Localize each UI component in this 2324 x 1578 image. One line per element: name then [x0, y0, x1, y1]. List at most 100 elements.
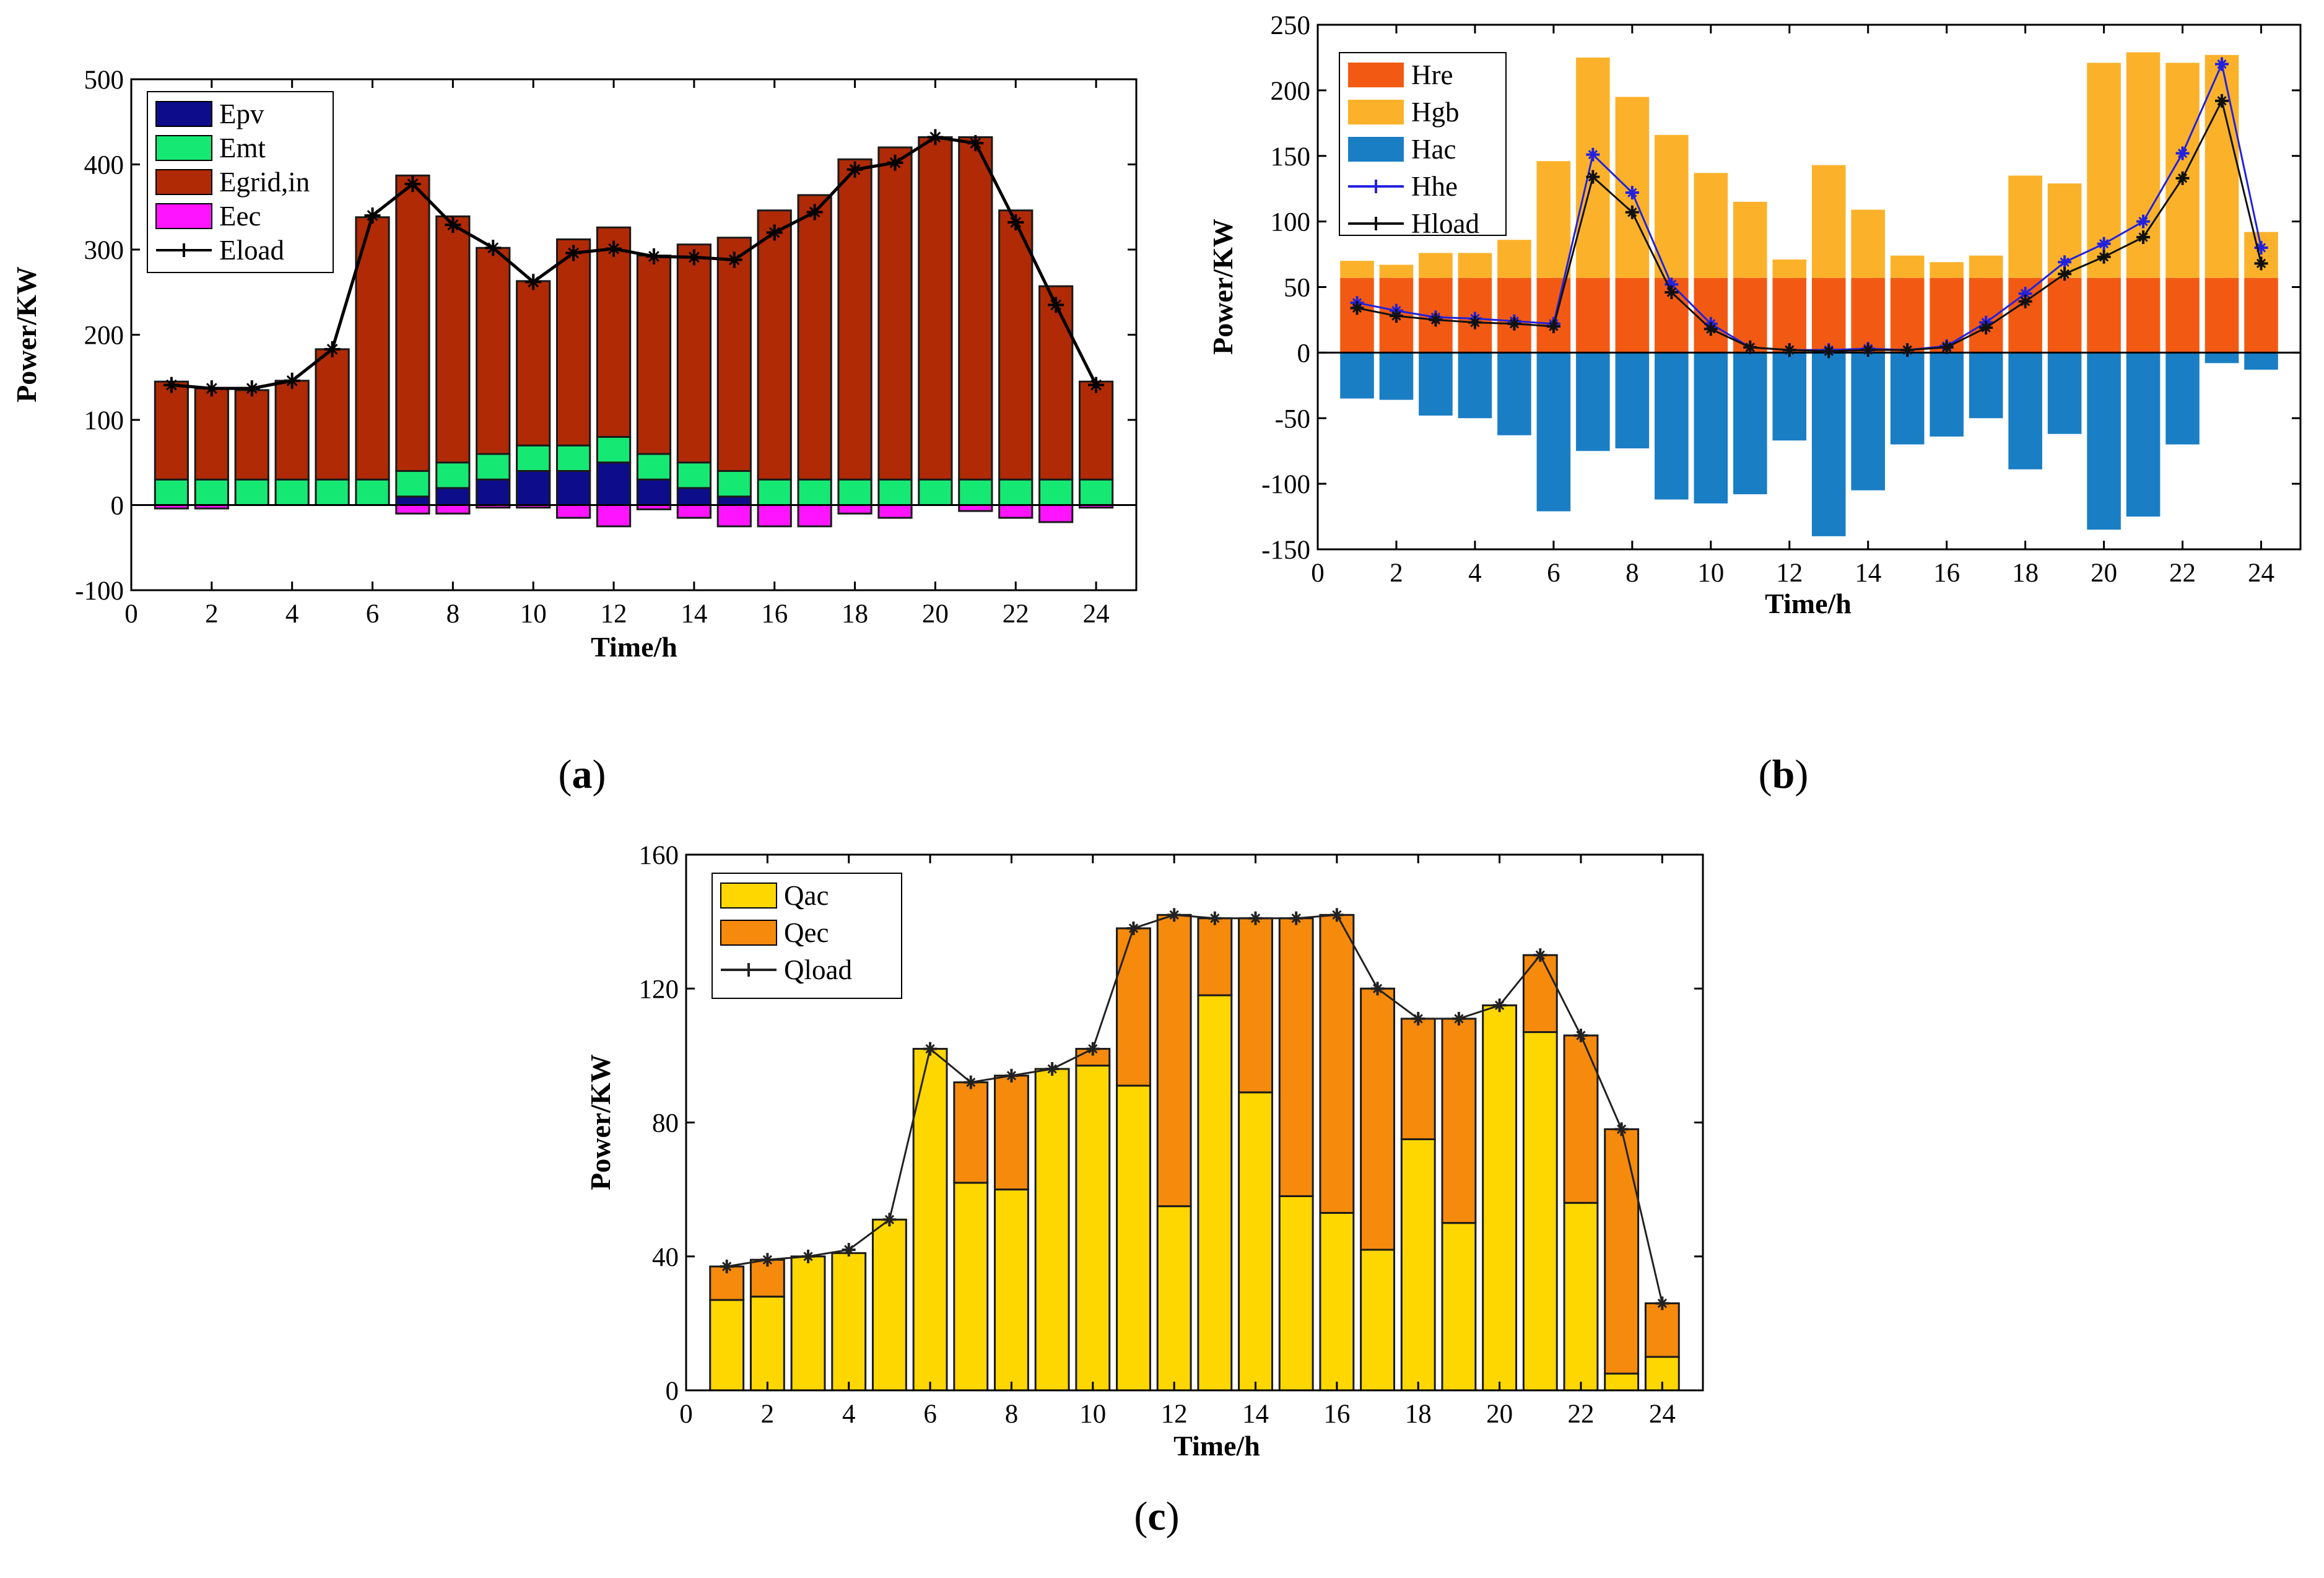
legend-label-qec: Qec — [784, 917, 829, 948]
bar-egrid-in-17 — [797, 194, 832, 481]
line-qload — [720, 908, 1669, 1310]
x-tick-label: 12 — [1776, 559, 1803, 588]
bar-eec-16 — [757, 504, 792, 528]
x-tick-label: 8 — [1625, 559, 1639, 588]
bar-egrid-in-15 — [716, 237, 752, 472]
marker-qload-5 — [882, 1213, 897, 1227]
marker-stroke — [1332, 910, 1342, 920]
bar-hre-24 — [2244, 277, 2278, 353]
bar-eec-19 — [877, 504, 913, 519]
marker-eload-10 — [525, 274, 542, 290]
line-eload — [163, 129, 1105, 397]
bar-eec-15 — [716, 504, 752, 528]
marker-qload-9 — [1045, 1062, 1060, 1076]
marker-eload-9 — [485, 240, 502, 256]
marker-eload-8 — [445, 217, 461, 233]
x-axis-label: Time/h — [1173, 1430, 1260, 1462]
marker-stroke — [2099, 252, 2109, 262]
legend-swatch-emt — [155, 135, 212, 161]
y-tick-label: 200 — [1271, 77, 1311, 106]
y-tick-label: 0 — [111, 492, 124, 521]
y-tick-label: 250 — [1271, 11, 1311, 40]
marker-stroke — [925, 1044, 935, 1054]
bar-egrid-in-3 — [234, 389, 269, 481]
x-tick-label: 8 — [446, 599, 460, 629]
x-tick-label: 0 — [124, 599, 138, 629]
bar-epv-14 — [676, 487, 712, 506]
bar-hgb-17 — [1969, 255, 2003, 278]
bar-eec-11 — [556, 504, 591, 519]
bar-epv-11 — [556, 470, 591, 506]
marker-eload-22 — [1008, 214, 1024, 230]
bar-epv-7 — [395, 495, 430, 506]
legend-swatch-qec — [720, 920, 777, 946]
marker-hload-2 — [1389, 309, 1403, 323]
bar-egrid-in-19 — [877, 146, 913, 481]
x-tick-label: 14 — [1242, 1400, 1269, 1429]
bar-hre-6 — [1536, 277, 1571, 353]
bar-egrid-in-1 — [154, 380, 189, 481]
marker-stroke — [1785, 345, 1795, 355]
marker-stroke — [1372, 983, 1383, 993]
marker-qload-17 — [1370, 982, 1385, 996]
bar-hgb-13 — [1811, 165, 1846, 278]
bar-egrid-in-23 — [1038, 285, 1074, 481]
marker-stroke — [2099, 238, 2109, 249]
x-tick-label: 2 — [205, 599, 219, 629]
marker-stroke — [844, 1245, 854, 1255]
y-ticks-a: -100 0 100 200 300 400 500 — [75, 66, 1136, 606]
marker-eload-15 — [726, 251, 742, 268]
bar-hgb-24 — [2244, 232, 2278, 278]
bar-epv-9 — [476, 478, 511, 506]
marker-hload-19 — [2058, 267, 2072, 281]
bar-hre-17 — [1969, 277, 2003, 353]
chart-c-cooling-balance: 0 2 4 6 8 10 12 14 16 18 20 22 2404080120160Time/hPo… — [585, 841, 1704, 1539]
marker-stroke — [1863, 345, 1873, 355]
bar-hac-7 — [1576, 352, 1610, 451]
marker-stroke — [762, 1255, 773, 1265]
y-tick-label: 50 — [1284, 274, 1310, 303]
bar-qac-22 — [1563, 1201, 1599, 1392]
bar-hac-17 — [1969, 352, 2003, 419]
bar-qec-7 — [953, 1081, 989, 1184]
marker-hload-21 — [2136, 230, 2151, 245]
marker-stroke — [2256, 258, 2266, 269]
marker-hload-10 — [1704, 322, 1718, 336]
marker-stroke — [809, 206, 820, 218]
bar-emt-10 — [516, 444, 551, 472]
caption-b: (b) — [1759, 752, 1809, 797]
marker-stroke — [929, 131, 941, 143]
marker-eload-20 — [927, 129, 944, 146]
marker-stroke — [1509, 319, 1520, 329]
marker-hload-5 — [1507, 316, 1521, 331]
bar-qac-4 — [831, 1252, 867, 1392]
bar-qac-2 — [749, 1296, 785, 1392]
bar-qac-21 — [1522, 1031, 1558, 1392]
bar-emt-14 — [676, 461, 712, 489]
x-tick-label: 10 — [520, 599, 547, 629]
bar-hre-7 — [1576, 277, 1610, 353]
bar-eec-23 — [1038, 504, 1074, 523]
y-ticks-c: 0 40 80 120 160 — [639, 841, 1703, 1406]
marker-stroke — [1588, 172, 1598, 182]
bar-hgb-22 — [2165, 63, 2200, 278]
marker-hload-16 — [1939, 340, 1954, 354]
legend-entry-eload: Eload — [156, 235, 284, 266]
y-tick-label: 40 — [652, 1243, 679, 1272]
x-tick-label: 10 — [1079, 1400, 1106, 1429]
bar-qac-20 — [1482, 1004, 1518, 1392]
marker-stroke — [966, 1077, 976, 1088]
bar-hac-18 — [2008, 352, 2042, 469]
bar-hac-6 — [1536, 352, 1571, 512]
marker-hhe-23 — [2215, 57, 2229, 71]
bar-hac-16 — [1930, 352, 1964, 437]
bar-emt-20 — [918, 478, 953, 506]
marker-stroke — [1981, 323, 1991, 333]
marker-qload-10 — [1086, 1042, 1100, 1056]
marker-hload-12 — [1782, 343, 1796, 357]
marker-stroke — [1088, 1044, 1098, 1054]
bar-epv-13 — [636, 478, 672, 506]
marker-stroke — [689, 251, 700, 263]
bar-hac-3 — [1419, 352, 1453, 416]
